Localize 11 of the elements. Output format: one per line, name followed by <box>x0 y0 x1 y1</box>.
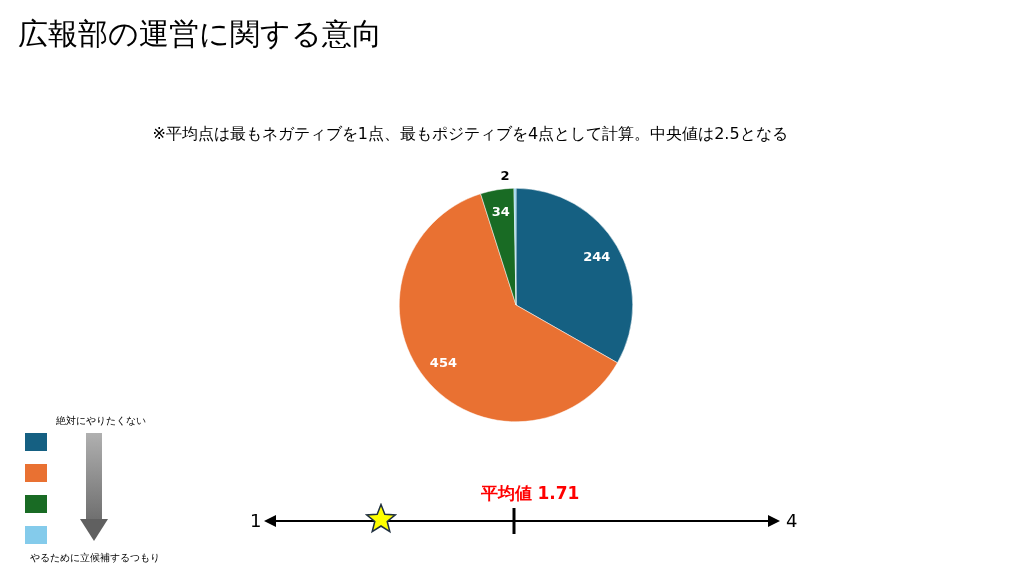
text: やるために立候補するつもり <box>30 551 160 565</box>
text: 4 <box>786 510 798 531</box>
data-label: 34 <box>491 204 510 220</box>
text: 絶対にやりたくない <box>56 414 146 428</box>
text: 平均値 1.71 <box>479 482 581 505</box>
chart-subtitle: ※平均点は最もネガティブを1点、最もポジティブを4点として計算。中央値は2.5となる <box>151 124 789 145</box>
text: 1 <box>250 510 262 531</box>
chart-title: 広報部の運営に関する意向 <box>18 15 382 53</box>
data-label: 454 <box>429 355 457 371</box>
data-label: 2 <box>500 167 510 183</box>
data-label: 244 <box>583 249 611 265</box>
